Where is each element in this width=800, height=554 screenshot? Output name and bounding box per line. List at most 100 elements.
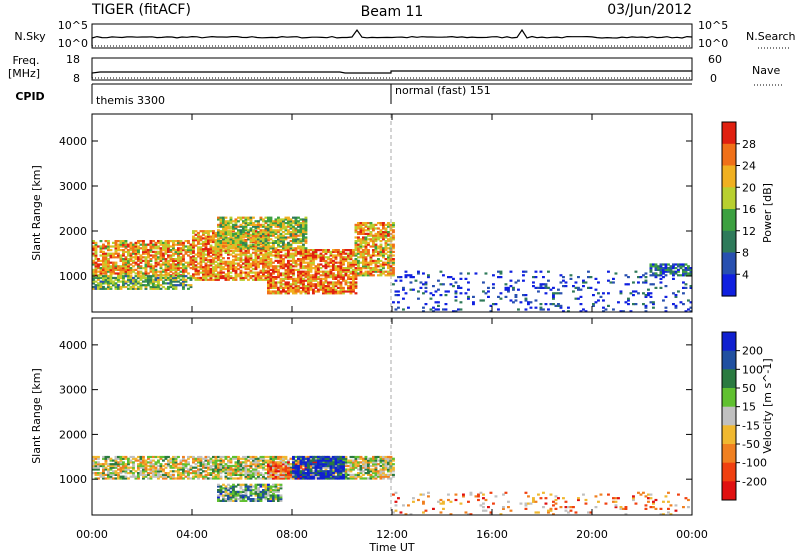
cell-1-0 <box>344 464 348 468</box>
cell-1-0 <box>377 472 380 475</box>
cell-0-4 <box>272 223 275 226</box>
cell-0-6 <box>642 281 645 284</box>
cell-1-2 <box>292 470 295 473</box>
cell-1-0 <box>142 470 145 473</box>
cell-0-0 <box>92 261 95 264</box>
cell-0-2 <box>219 264 223 267</box>
cell-0-6 <box>652 301 655 304</box>
cell-1-0 <box>289 472 293 475</box>
cell-1-0 <box>227 473 230 476</box>
cell-0-2 <box>202 276 205 280</box>
cell-0-0 <box>144 250 148 253</box>
cell-0-2 <box>199 266 203 269</box>
cell-0-0 <box>99 245 103 248</box>
cell-0-5 <box>384 240 388 243</box>
cell-1-0 <box>357 473 360 476</box>
cell-1-0 <box>177 475 180 478</box>
cell-0-1 <box>162 285 165 289</box>
cell-0-5 <box>384 229 388 232</box>
cell-1-2 <box>319 473 323 476</box>
cell-0-0 <box>129 268 133 271</box>
cell-1-0 <box>374 455 378 459</box>
cell-1-0 <box>209 466 213 469</box>
cell-0-4 <box>227 232 230 235</box>
cell-0-2 <box>217 278 220 281</box>
cell-0-3 <box>277 270 280 273</box>
cell-0-3 <box>267 288 270 291</box>
cell-0-3 <box>337 254 340 257</box>
cell-1-0 <box>182 468 185 471</box>
cell-0-5 <box>362 236 365 239</box>
cell-0-3 <box>277 272 280 275</box>
cell-0-3 <box>269 268 273 271</box>
cell-0-3 <box>339 290 343 293</box>
cell-1-0 <box>354 477 358 480</box>
cell-0-4 <box>259 238 263 241</box>
cell-0-6 <box>464 292 468 295</box>
cell-0-0 <box>142 249 145 252</box>
cell-0-0 <box>187 249 190 252</box>
cell-0-2 <box>204 267 208 271</box>
cell-0-5 <box>387 238 390 241</box>
cell-0-0 <box>139 243 143 246</box>
cell-1-0 <box>162 473 165 476</box>
cell-1-0 <box>364 461 368 464</box>
cell-1-0 <box>224 472 228 475</box>
cell-1-0 <box>129 470 133 473</box>
cell-0-4 <box>289 218 293 221</box>
cell-1-0 <box>124 457 128 460</box>
cell-1-0 <box>164 466 168 469</box>
cell-0-6 <box>544 286 548 289</box>
cell-0-4 <box>234 223 238 226</box>
cell-1-0 <box>267 459 270 462</box>
cell-0-6 <box>532 285 535 288</box>
cell-0-6 <box>592 303 595 306</box>
cell-0-6 <box>637 292 640 295</box>
cell-1-0 <box>104 455 108 459</box>
cell-0-0 <box>159 250 163 253</box>
cell-0-2 <box>262 278 265 281</box>
cell-1-0 <box>202 477 205 480</box>
cell-0-4 <box>304 216 308 219</box>
cell-1-0 <box>389 468 393 471</box>
cell-1-2 <box>317 459 320 462</box>
cell-0-4 <box>242 234 245 237</box>
cell-0-4 <box>279 223 283 226</box>
cell-1-0 <box>387 459 390 462</box>
cell-0-3 <box>332 267 335 270</box>
cell-0-3 <box>302 256 305 259</box>
cell-0-3 <box>267 279 270 282</box>
cell-1-2 <box>312 472 315 475</box>
cell-0-3 <box>287 256 290 259</box>
cell-0-0 <box>167 268 170 271</box>
cell-0-0 <box>92 272 95 275</box>
cell-0-6 <box>557 288 560 291</box>
cell-0-2 <box>199 264 203 267</box>
cell-0-3 <box>287 259 290 262</box>
cell-1-0 <box>359 470 363 473</box>
cell-1-0 <box>257 472 260 475</box>
cell-1-0 <box>187 457 190 460</box>
cell-0-4 <box>229 216 233 219</box>
cell-0-1 <box>102 278 105 281</box>
cell-0-4 <box>217 231 220 234</box>
cell-1-0 <box>249 463 253 466</box>
cell-0-0 <box>124 261 128 264</box>
cell-1-0 <box>259 457 263 460</box>
cell-0-4 <box>284 236 288 239</box>
cell-0-2 <box>227 276 230 280</box>
cell-1-0 <box>142 472 145 475</box>
cell-1-1 <box>292 473 295 476</box>
cell-1-0 <box>127 477 130 480</box>
cell-0-6 <box>574 286 578 289</box>
cell-0-6 <box>424 290 428 293</box>
cell-0-4 <box>224 229 228 232</box>
cell-0-4 <box>264 240 268 243</box>
cell-0-2 <box>254 260 258 263</box>
cell-0-0 <box>154 265 158 268</box>
cell-0-5 <box>377 227 380 230</box>
cell-0-2 <box>214 273 218 276</box>
cell-1-0 <box>217 455 220 459</box>
cell-0-5 <box>374 240 378 243</box>
cell-0-2 <box>257 253 260 256</box>
